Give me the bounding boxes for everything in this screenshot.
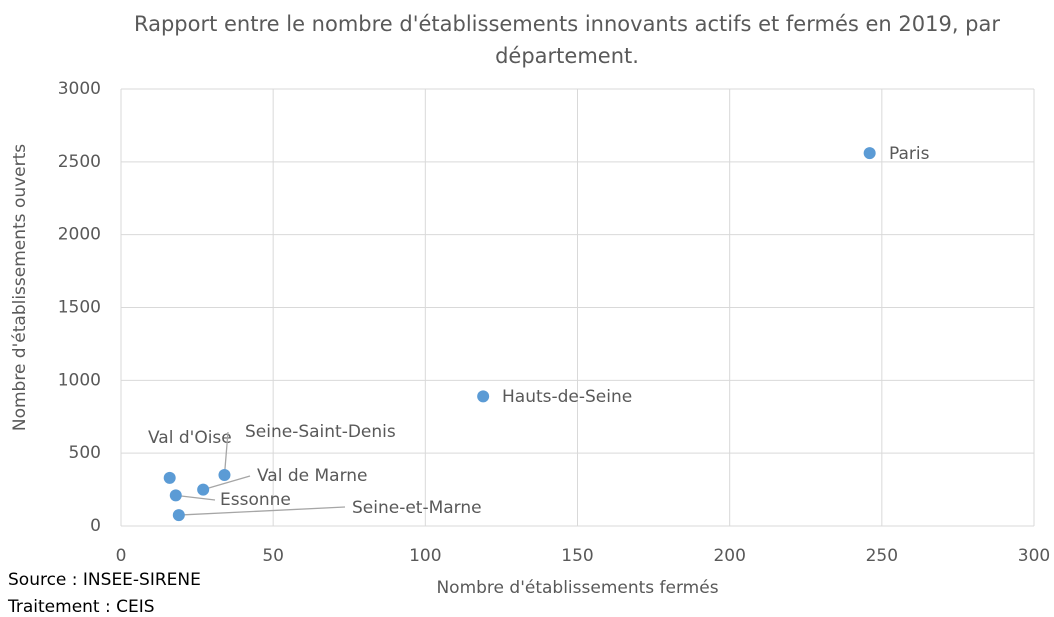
point <box>197 483 210 496</box>
data-label: Val de Marne <box>257 466 368 486</box>
point <box>169 489 182 502</box>
data-label: Seine-Saint-Denis <box>245 422 396 442</box>
y-tick-label: 2500 <box>58 152 101 172</box>
leader-line <box>202 475 251 491</box>
x-tick-label: 200 <box>713 546 745 566</box>
y-tick-label: 500 <box>69 443 101 463</box>
chart-title: Rapport entre le nombre d'établissements… <box>133 12 1001 68</box>
x-tick-label: 300 <box>1018 546 1050 566</box>
footer-treatment: Traitement : CEIS <box>8 597 155 617</box>
data-label: Val d'Oise <box>148 428 232 448</box>
y-tick-label: 2000 <box>58 225 101 245</box>
leader-line <box>175 494 216 501</box>
footer-source: Source : INSEE-SIRENE <box>8 570 201 590</box>
data-label: Seine-et-Marne <box>352 498 482 518</box>
leader-line <box>178 506 346 516</box>
x-axis-label: Nombre d'établissements fermés <box>436 578 718 598</box>
point <box>477 390 490 403</box>
point <box>172 509 185 522</box>
y-tick-label: 1500 <box>58 298 101 318</box>
x-tick-label: 50 <box>262 546 284 566</box>
data-label: Hauts-de-Seine <box>502 387 632 407</box>
y-axis-label: Nombre d'établissements ouverts <box>10 144 30 431</box>
leader-line <box>223 431 229 476</box>
point <box>163 471 176 484</box>
point <box>218 469 231 482</box>
point <box>863 147 876 160</box>
y-tick-label: 3000 <box>58 79 101 99</box>
y-tick-label: 0 <box>90 516 101 536</box>
x-tick-label: 0 <box>116 546 127 566</box>
data-label: Essonne <box>220 490 291 510</box>
data-label: Paris <box>889 144 930 164</box>
y-tick-label: 1000 <box>58 370 101 390</box>
x-tick-label: 150 <box>561 546 593 566</box>
x-tick-label: 250 <box>866 546 898 566</box>
x-tick-label: 100 <box>409 546 441 566</box>
